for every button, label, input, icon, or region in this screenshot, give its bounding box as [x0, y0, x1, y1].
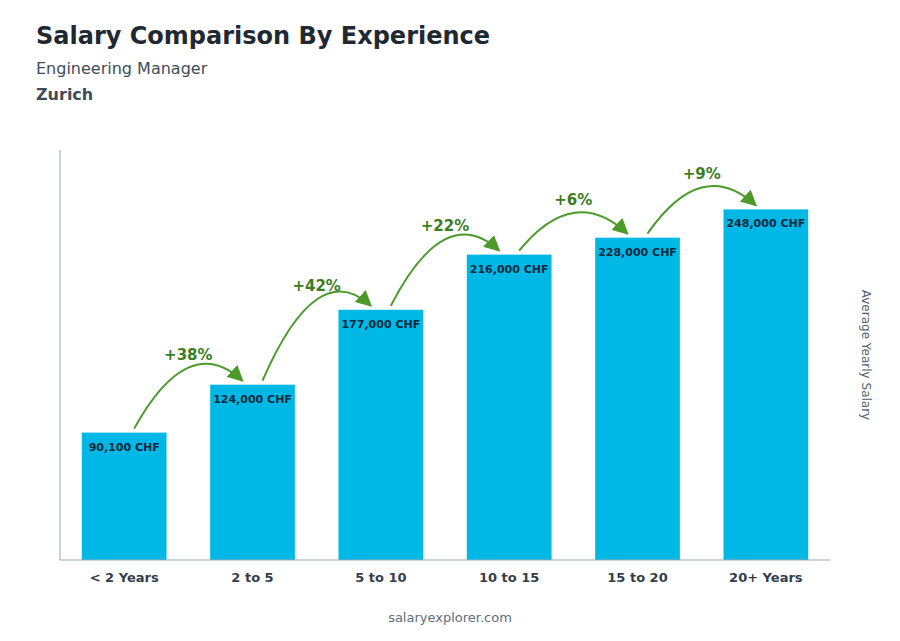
title: Salary Comparison By Experience: [36, 22, 490, 50]
bar: [723, 209, 808, 560]
annotation: +42%: [292, 277, 340, 295]
bar: [467, 255, 552, 560]
growth-arrow: [134, 364, 242, 429]
data-label: 124,000 CHF: [213, 393, 292, 406]
growth-arrow: [391, 235, 499, 306]
annotation: +38%: [164, 346, 212, 364]
x-tick-label: 2 to 5: [231, 570, 273, 585]
y-axis-line: [60, 150, 61, 560]
growth-arrow: [263, 291, 371, 380]
y-axis-label: Average Yearly Salary: [859, 290, 873, 420]
annotation: +9%: [683, 165, 721, 183]
x-axis-line: [60, 560, 830, 561]
growth-arrow: [519, 212, 627, 250]
data-label: 228,000 CHF: [598, 246, 677, 259]
growth-arrow: [648, 186, 756, 234]
bar: [210, 385, 295, 560]
chart: Salary Comparison By Experience Engineeri…: [0, 0, 900, 641]
city: Zurich: [36, 85, 93, 104]
data-label: 177,000 CHF: [341, 318, 420, 331]
bar: [338, 310, 423, 560]
bar: [595, 238, 680, 560]
data-label: 90,100 CHF: [89, 441, 160, 454]
x-tick-label: 5 to 10: [355, 570, 406, 585]
x-tick-label: 10 to 15: [479, 570, 539, 585]
x-tick-label: < 2 Years: [90, 570, 159, 585]
x-tick-label: 20+ Years: [729, 570, 803, 585]
data-label: 248,000 CHF: [726, 217, 805, 230]
bars: [82, 209, 808, 560]
credit: salaryexplorer.com: [388, 610, 512, 625]
x-tick-label: 15 to 20: [607, 570, 667, 585]
annotation: +6%: [554, 191, 592, 209]
annotation: +22%: [421, 217, 469, 235]
bar: [82, 433, 167, 560]
data-label: 216,000 CHF: [470, 263, 549, 276]
subtitle: Engineering Manager: [36, 59, 208, 78]
